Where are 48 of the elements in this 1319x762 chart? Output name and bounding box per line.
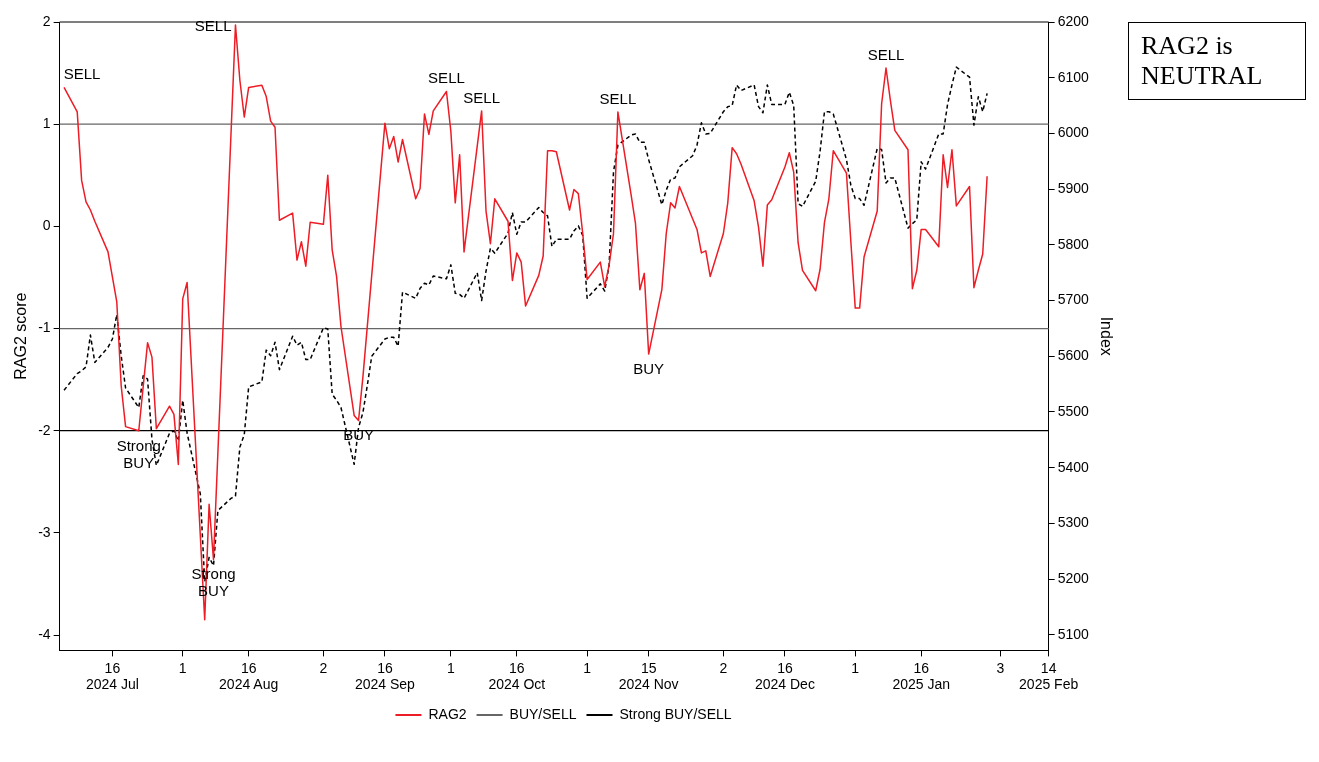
x-tick-label: 16 2024 Dec (754, 659, 815, 693)
annotation: SELL (463, 88, 500, 106)
y2-tick-label: 5200 (1057, 569, 1090, 586)
x-tick-label: 2 (319, 659, 328, 676)
y2-tick-label: 6100 (1057, 68, 1090, 85)
y-tick-label: -1 (38, 319, 51, 336)
note-box: RAG2 is NEUTRAL (1128, 22, 1306, 100)
x-tick-label: 16 2024 Oct (488, 659, 546, 693)
x-tick-label: 16 2024 Jul (85, 659, 139, 693)
x-tick-label: 3 (996, 659, 1005, 676)
y2-tick-label: 5700 (1057, 291, 1090, 308)
x-tick-label: 2 (719, 659, 728, 676)
y-tick-label: 2 (42, 12, 51, 29)
x-tick-label: 16 2024 Aug (219, 659, 279, 693)
x-tick-label: 16 2024 Sep (354, 659, 416, 693)
annotation: SELL (194, 17, 232, 35)
y-tick-label: -2 (38, 421, 51, 438)
y2-tick-label: 6000 (1057, 124, 1090, 141)
y-tick-label: 0 (42, 217, 51, 234)
y-tick-label: -4 (38, 625, 51, 642)
y2-tick-label: 5100 (1057, 625, 1090, 642)
x-tick-label: 1 (851, 659, 860, 676)
y-tick-label: 1 (42, 115, 51, 132)
annotation: SELL (63, 65, 101, 83)
legend-label: BUY/SELL (509, 705, 577, 722)
annotation: BUY (633, 360, 665, 378)
y2-tick-label: 5300 (1057, 514, 1090, 531)
legend-label: Strong BUY/SELL (619, 705, 732, 722)
y-axis-title: RAG2 score (12, 292, 30, 380)
y2-tick-label: 6200 (1057, 12, 1090, 29)
y2-tick-label: 5400 (1057, 458, 1090, 475)
x-tick-label: 1 (178, 659, 187, 676)
x-tick-label: 1 (446, 659, 455, 676)
y2-tick-label: 5600 (1057, 347, 1090, 364)
y-tick-label: -3 (38, 523, 51, 540)
y2-axis-title: Index (1097, 316, 1115, 356)
y2-tick-label: 5900 (1057, 179, 1090, 196)
legend-label: RAG2 (428, 705, 467, 722)
annotation: SELL (867, 45, 905, 63)
annotation: SELL (428, 69, 465, 87)
y2-tick-label: 5800 (1057, 235, 1090, 252)
y2-tick-label: 5500 (1057, 402, 1090, 419)
annotation: Strong BUY (116, 436, 161, 471)
annotation: SELL (599, 89, 637, 107)
x-tick-label: 1 (583, 659, 592, 676)
x-tick-label: 16 2025 Jan (892, 659, 950, 693)
x-tick-label: 14 2025 Feb (1019, 659, 1079, 693)
x-tick-label: 15 2024 Nov (618, 659, 679, 693)
